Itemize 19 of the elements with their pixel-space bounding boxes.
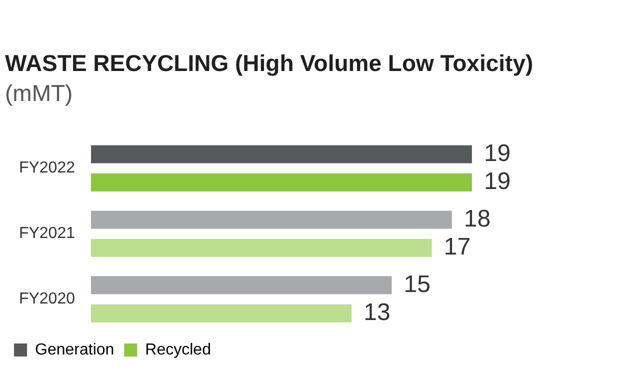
- data-label: 15: [404, 270, 430, 298]
- chart-subtitle: (mMT): [4, 79, 74, 108]
- data-label: 17: [444, 234, 471, 260]
- bar: [91, 304, 352, 322]
- bar: [91, 238, 432, 257]
- bar: [91, 210, 452, 229]
- y-tick-label: FY2021: [18, 225, 76, 242]
- bar: [91, 276, 392, 294]
- y-tick-label: FY2020: [18, 290, 76, 308]
- legend-label: Recycled: [145, 341, 211, 358]
- chart-title: WASTE RECYCLING (High Volume Low Toxicity): [4, 49, 534, 78]
- bar: [91, 145, 472, 164]
- data-label: 13: [364, 298, 390, 326]
- bar: [91, 173, 472, 192]
- data-label: 18: [464, 205, 491, 232]
- legend-label: Generation: [35, 341, 114, 358]
- data-label: 19: [484, 140, 511, 167]
- y-tick-label: FY2022: [18, 160, 76, 177]
- data-label: 19: [484, 168, 511, 196]
